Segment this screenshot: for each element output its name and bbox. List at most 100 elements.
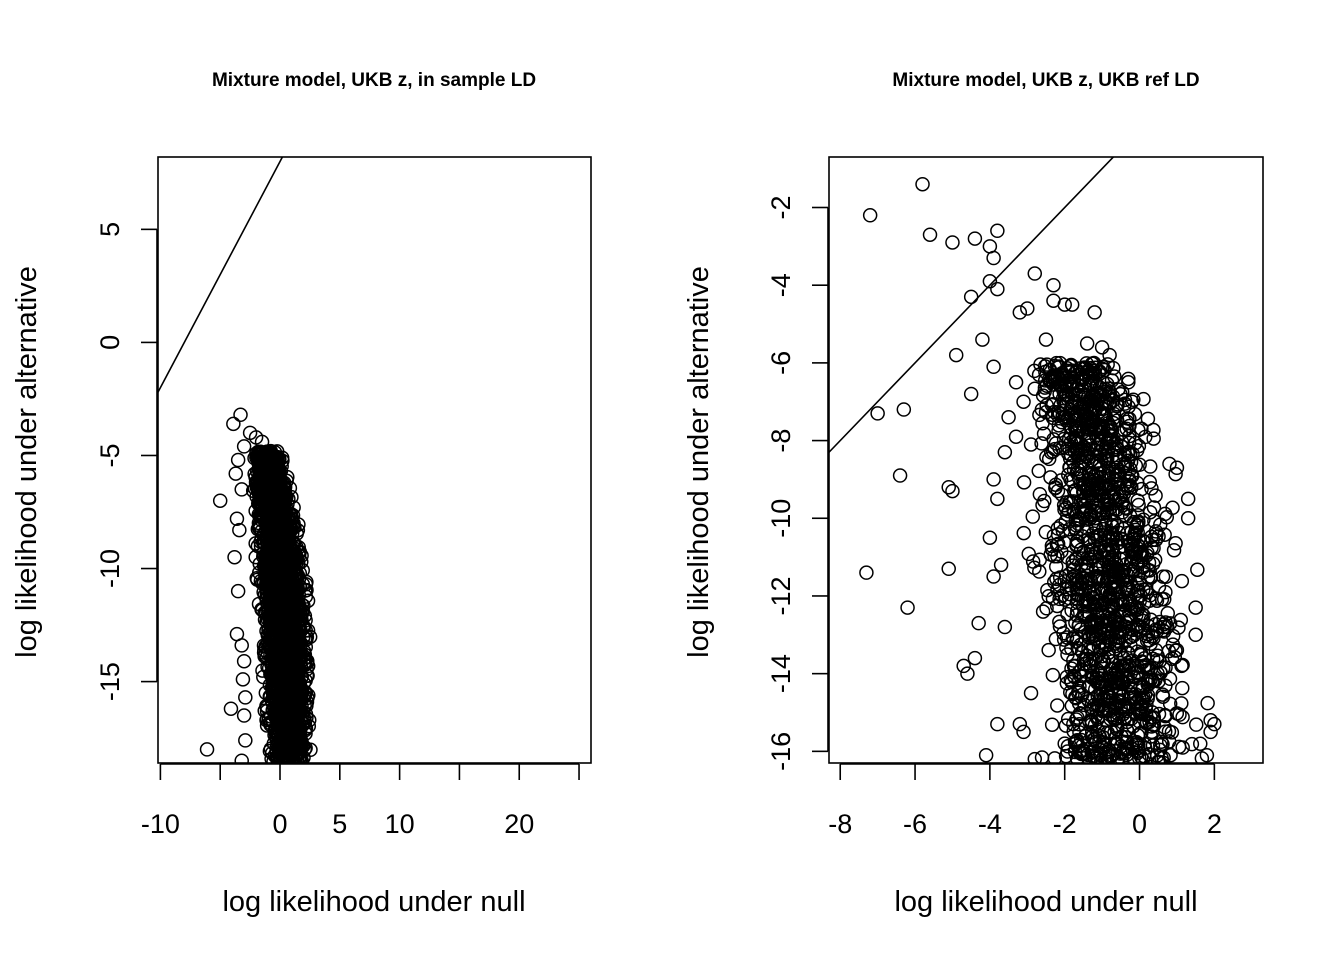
data-point bbox=[1041, 642, 1056, 658]
data-point bbox=[1193, 736, 1208, 751]
y-tick-label: -2 bbox=[766, 195, 796, 219]
data-point bbox=[1139, 633, 1155, 648]
data-point bbox=[299, 582, 314, 598]
data-point bbox=[1145, 532, 1160, 548]
data-point bbox=[1188, 717, 1204, 732]
data-point bbox=[1087, 305, 1102, 320]
data-point bbox=[1068, 712, 1084, 727]
y-axis-label: log likelihood under alternative bbox=[683, 266, 715, 658]
y-axis: -15 -10 -5 0 5 bbox=[95, 222, 158, 701]
data-point bbox=[1083, 542, 1099, 557]
data-point bbox=[1110, 397, 1125, 412]
data-point bbox=[1065, 554, 1080, 570]
data-point bbox=[236, 653, 252, 669]
data-point bbox=[275, 683, 290, 699]
y-tick-label: -8 bbox=[766, 429, 796, 453]
data-point bbox=[1086, 356, 1101, 371]
data-point bbox=[1120, 610, 1135, 625]
data-point bbox=[1169, 460, 1185, 476]
data-point bbox=[1120, 646, 1136, 661]
data-point bbox=[285, 582, 300, 597]
data-point bbox=[1165, 628, 1181, 644]
data-point bbox=[277, 570, 292, 585]
data-point bbox=[1083, 416, 1099, 432]
data-point bbox=[1079, 432, 1094, 448]
data-point bbox=[288, 628, 304, 644]
y-tick-label: 0 bbox=[95, 335, 125, 350]
data-point bbox=[967, 231, 983, 246]
data-point bbox=[1124, 394, 1140, 409]
data-point bbox=[1084, 496, 1100, 511]
data-point bbox=[1162, 456, 1177, 472]
data-point bbox=[1152, 742, 1168, 758]
data-point bbox=[1041, 451, 1057, 467]
data-point bbox=[1059, 630, 1075, 645]
data-point bbox=[1113, 566, 1129, 581]
data-point bbox=[1203, 724, 1218, 740]
data-point bbox=[859, 565, 874, 580]
data-point bbox=[1105, 448, 1120, 464]
data-point bbox=[1044, 717, 1060, 732]
y-tick-label: -10 bbox=[766, 499, 796, 538]
data-point bbox=[291, 612, 306, 627]
data-point bbox=[941, 561, 956, 577]
data-point bbox=[1067, 669, 1082, 685]
data-point bbox=[1083, 506, 1098, 522]
data-point bbox=[1105, 600, 1121, 615]
data-point bbox=[945, 235, 960, 250]
data-point bbox=[1188, 600, 1203, 615]
data-point bbox=[1052, 591, 1067, 607]
data-point bbox=[1074, 581, 1090, 596]
data-point bbox=[264, 751, 279, 763]
data-point bbox=[1051, 359, 1067, 374]
data-point bbox=[990, 223, 1005, 239]
data-point bbox=[1117, 697, 1133, 712]
data-point bbox=[228, 466, 243, 481]
data-point bbox=[1134, 421, 1149, 436]
data-point bbox=[252, 445, 268, 461]
data-point bbox=[1155, 569, 1171, 584]
data-point bbox=[1048, 436, 1064, 451]
data-point bbox=[862, 208, 878, 223]
data-point bbox=[1126, 719, 1141, 734]
data-point bbox=[1105, 670, 1120, 686]
data-point bbox=[1148, 617, 1163, 632]
data-point bbox=[1130, 493, 1145, 508]
data-point bbox=[254, 434, 270, 450]
data-point bbox=[990, 281, 1005, 297]
data-point bbox=[1155, 689, 1171, 704]
data-point bbox=[1069, 508, 1085, 524]
data-point bbox=[1118, 580, 1133, 596]
data-point bbox=[1039, 398, 1054, 413]
data-point bbox=[1156, 591, 1172, 607]
data-point bbox=[978, 747, 994, 763]
data-point bbox=[1050, 698, 1065, 713]
data-point bbox=[1023, 685, 1039, 701]
data-point bbox=[275, 485, 290, 501]
data-point bbox=[1117, 476, 1132, 492]
y-tick-label: -12 bbox=[766, 576, 796, 615]
data-point bbox=[276, 674, 291, 689]
y-tick-label: -15 bbox=[95, 662, 125, 701]
chart-title: Mixture model, UKB z, UKB ref LD bbox=[892, 70, 1199, 91]
data-point bbox=[915, 176, 930, 192]
x-tick-label: 0 bbox=[272, 809, 287, 839]
plot-frame bbox=[157, 156, 592, 764]
data-point bbox=[300, 623, 316, 638]
data-point bbox=[892, 468, 908, 483]
left-scatter-panel: Mixture model, UKB z, in sample LD log l… bbox=[11, 70, 592, 918]
data-point bbox=[260, 471, 276, 486]
data-point bbox=[1089, 378, 1104, 394]
data-point bbox=[1088, 520, 1104, 535]
data-point bbox=[1057, 736, 1072, 751]
data-point bbox=[271, 471, 287, 487]
data-point bbox=[1099, 376, 1115, 392]
data-point bbox=[1072, 678, 1087, 694]
data-point bbox=[287, 638, 302, 653]
data-point bbox=[1165, 500, 1180, 516]
x-tick-label: -10 bbox=[141, 809, 180, 839]
data-point bbox=[1032, 486, 1048, 502]
data-point bbox=[1071, 696, 1087, 711]
data-point bbox=[1091, 505, 1107, 521]
